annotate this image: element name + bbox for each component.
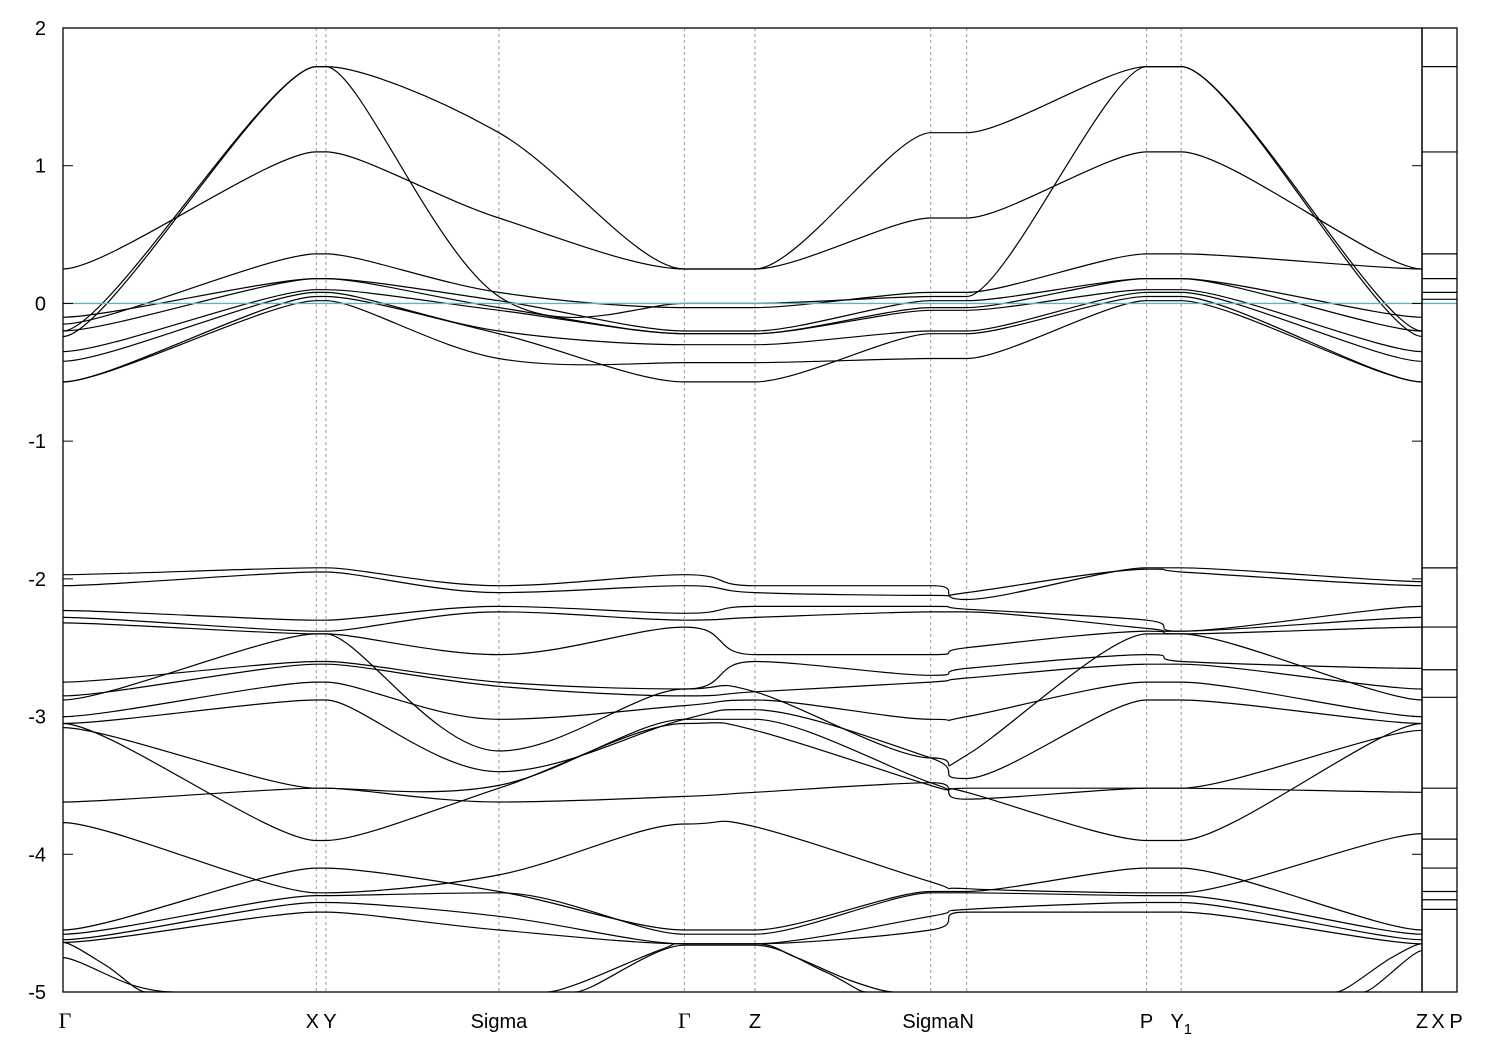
band-line: [63, 681, 1422, 722]
kpath-gridlines: [315, 28, 1182, 992]
y-tick-label: -2: [28, 569, 46, 591]
kpoint-label: Z: [1416, 1011, 1428, 1033]
band-line: [63, 151, 1422, 270]
band-line: [63, 605, 1422, 632]
kpoint-label: P: [1140, 1011, 1153, 1033]
band-line: [63, 300, 1422, 383]
band-line: [63, 892, 1422, 935]
y-tick-label: -5: [28, 982, 46, 1004]
y-tick-label: -4: [28, 844, 46, 866]
kpoint-label: Sigma: [471, 1011, 529, 1033]
kpoint-label: Γ: [678, 1008, 691, 1033]
band-line: [63, 901, 1422, 945]
band-line: [63, 633, 1422, 767]
band-line: [63, 568, 1422, 597]
kpoint-label: X: [306, 1011, 319, 1033]
band-line: [63, 941, 160, 992]
band-lines: [63, 65, 1422, 992]
band-line: [63, 611, 1422, 632]
y-tick-label: -3: [28, 707, 46, 729]
y-tick-label: 1: [35, 156, 46, 178]
band-line: [574, 944, 866, 992]
band-line: [63, 722, 1422, 842]
band-line: [63, 718, 1422, 793]
kpoint-label: Z: [749, 1011, 761, 1033]
band-line: [63, 820, 1422, 894]
y-tick-label: -1: [28, 431, 46, 453]
band-line: [63, 277, 1422, 335]
band-line: [63, 699, 1422, 780]
band-line: [63, 911, 1422, 945]
kpoint-label: Y1: [1170, 1011, 1192, 1038]
band-line: [63, 295, 1422, 383]
band-line: [63, 65, 1422, 332]
band-line: [547, 943, 894, 992]
y-axis-ticks: 2 1 0 -1 -2 -3 -4 -5: [28, 18, 1422, 1004]
band-line: [63, 867, 1422, 931]
kpoint-label: N: [959, 1011, 973, 1033]
kpoint-label-subscript: 1: [1184, 1021, 1192, 1038]
y-tick-label: 0: [35, 293, 46, 315]
band-line: [1363, 950, 1422, 992]
kpoint-label: Sigma: [902, 1011, 960, 1033]
band-line: [63, 622, 1422, 656]
dos-side-panel: [1422, 65, 1457, 910]
kpoint-label: Γ: [59, 1008, 72, 1033]
band-line: [63, 253, 1422, 325]
band-line: [63, 289, 1422, 353]
dos-panel-frame: [1421, 27, 1458, 993]
y-tick-label: 2: [35, 18, 46, 40]
band-line: [63, 782, 1422, 803]
band-line: [63, 653, 1422, 690]
dos-panel-label: X: [1431, 1011, 1444, 1033]
band-line: [1336, 943, 1422, 992]
band-line: [63, 291, 1422, 362]
band-line: [63, 567, 1422, 601]
plot-frame: [62, 27, 1423, 993]
dos-panel-label: P: [1449, 1011, 1462, 1033]
band-line: [63, 663, 1422, 697]
kpoint-label: Y: [323, 1011, 336, 1033]
x-axis-kpoint-labels: Γ X Y Sigma Γ Z Sigma N P Y1 Z X P: [59, 1008, 1463, 1038]
